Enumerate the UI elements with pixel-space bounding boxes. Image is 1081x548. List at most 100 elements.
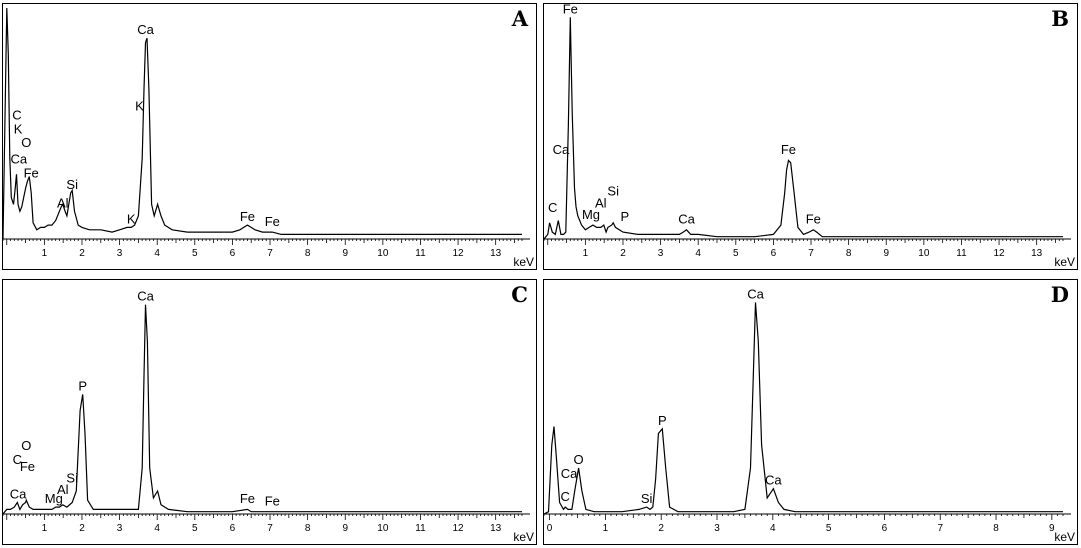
- x-tick-label: 8: [305, 248, 311, 259]
- peak-label: O: [574, 452, 584, 467]
- peak-label: Ca: [10, 487, 27, 502]
- peak-label: Al: [57, 482, 69, 497]
- peak-label: Fe: [781, 142, 796, 157]
- peak-label: P: [621, 209, 630, 224]
- peak-label: Fe: [24, 165, 39, 180]
- x-tick-label: 13: [1031, 248, 1043, 259]
- x-tick-label: 7: [267, 248, 273, 259]
- peak-label: Al: [57, 195, 69, 210]
- x-tick-label: 5: [192, 248, 198, 259]
- panel-label-c: C: [511, 282, 528, 307]
- spectrum-line-d: [544, 302, 1063, 515]
- peak-label: Fe: [240, 209, 255, 224]
- x-tick-label: 2: [79, 523, 85, 534]
- spectrum-panel-d: 0 1 2 3 4 5 6 7 8 9 keV O Ca C Si P Ca Ca D: [543, 279, 1078, 545]
- peak-label: C: [13, 452, 22, 467]
- x-tick-label: 5: [733, 248, 739, 259]
- x-tick-label: 5: [826, 523, 832, 534]
- peak-label: C: [12, 108, 21, 123]
- x-tick-label: 6: [771, 248, 777, 259]
- x-tick-label: 12: [453, 523, 465, 534]
- peak-label: Mg: [45, 491, 63, 506]
- x-tick-label: 2: [658, 523, 664, 534]
- x-tick-label: 10: [377, 523, 389, 534]
- peak-label: Ca: [765, 473, 782, 488]
- x-axis-label-c: keV: [513, 530, 534, 544]
- peak-label: Ca: [137, 22, 154, 37]
- peak-label: Ca: [137, 289, 154, 304]
- x-tick-label: 7: [808, 248, 814, 259]
- x-tick-label: 9: [342, 523, 348, 534]
- peak-label: Ca: [10, 151, 27, 166]
- x-tick-label: 3: [117, 248, 123, 259]
- x-tick-label: 0: [547, 523, 553, 534]
- x-tick-label: 13: [490, 523, 502, 534]
- peak-label: O: [21, 135, 31, 150]
- x-tick-label: 12: [453, 248, 465, 259]
- peak-label: Si: [641, 491, 653, 506]
- spectrum-line-a: [3, 7, 522, 240]
- x-tick-label: 7: [937, 523, 943, 534]
- x-tick-label: 4: [154, 248, 160, 259]
- spectrum-line-c: [3, 304, 522, 515]
- x-tick-label: 2: [620, 248, 626, 259]
- x-tick-label: 2: [79, 248, 85, 259]
- peak-label: Ca: [747, 286, 764, 301]
- x-axis-label-d: keV: [1054, 530, 1075, 544]
- peak-label: Ca: [678, 211, 695, 226]
- x-tick-label: 1: [42, 248, 48, 259]
- peak-label: Si: [66, 177, 78, 192]
- x-tick-label: 1: [42, 523, 48, 534]
- x-tick-label: 6: [230, 523, 236, 534]
- x-tick-label: 9: [342, 248, 348, 259]
- x-tick-label: 8: [993, 523, 999, 534]
- x-tick-label: 8: [846, 248, 852, 259]
- x-tick-label: 6: [882, 523, 888, 534]
- peak-label: Ca: [561, 466, 578, 481]
- x-tick-label: 4: [770, 523, 776, 534]
- peak-label: P: [78, 378, 87, 393]
- x-tick-label: 9: [883, 248, 889, 259]
- x-tick-label: 3: [658, 248, 664, 259]
- peak-label: O: [21, 438, 31, 453]
- x-axis-label-b: keV: [1054, 255, 1075, 269]
- peak-label: Fe: [265, 493, 280, 508]
- x-tick-label: 4: [154, 523, 160, 534]
- x-tick-label: 8: [305, 523, 311, 534]
- x-tick-label: 5: [192, 523, 198, 534]
- x-tick-label: 9: [1049, 523, 1055, 534]
- peak-label: Al: [595, 195, 607, 210]
- x-tick-label: 3: [714, 523, 720, 534]
- spectrum-line-b: [544, 17, 1063, 240]
- x-tick-label: 3: [117, 523, 123, 534]
- peak-label: Si: [607, 184, 619, 199]
- x-tick-label: 7: [267, 523, 273, 534]
- x-tick-label: 1: [603, 523, 609, 534]
- x-tick-label: 6: [230, 248, 236, 259]
- peak-label: Fe: [563, 4, 578, 16]
- peak-label: Ca: [553, 142, 570, 157]
- x-axis-label-a: keV: [513, 255, 534, 269]
- x-tick-label: 11: [956, 248, 967, 259]
- panel-label-a: A: [511, 6, 528, 31]
- x-tick-label: 10: [377, 248, 389, 259]
- x-tick-label: 1: [583, 248, 589, 259]
- spectrum-panel-a: 1 2 3 4 5 6 7 8 9 10 11 12 13 keV C K O Ca Fe Al Si K K Ca Fe Fe …: [2, 3, 537, 270]
- peak-label: Fe: [240, 491, 255, 506]
- peak-label: C: [548, 200, 557, 215]
- panel-label-d: D: [1050, 282, 1069, 307]
- x-tick-label: 11: [415, 523, 426, 534]
- x-tick-label: 4: [695, 248, 701, 259]
- x-tick-label: 13: [490, 248, 502, 259]
- peak-label: K: [135, 98, 144, 113]
- peak-label: Fe: [20, 459, 35, 474]
- peak-label: K: [127, 211, 136, 226]
- peak-label: Mg: [582, 207, 600, 222]
- peak-label: Si: [66, 470, 78, 485]
- peak-label: Fe: [265, 214, 280, 229]
- spectrum-panel-b: 1 2 3 4 5 6 7 8 9 10 11 12 13 keV Fe Ca C Mg Al Si P Ca Fe Fe B: [543, 3, 1078, 270]
